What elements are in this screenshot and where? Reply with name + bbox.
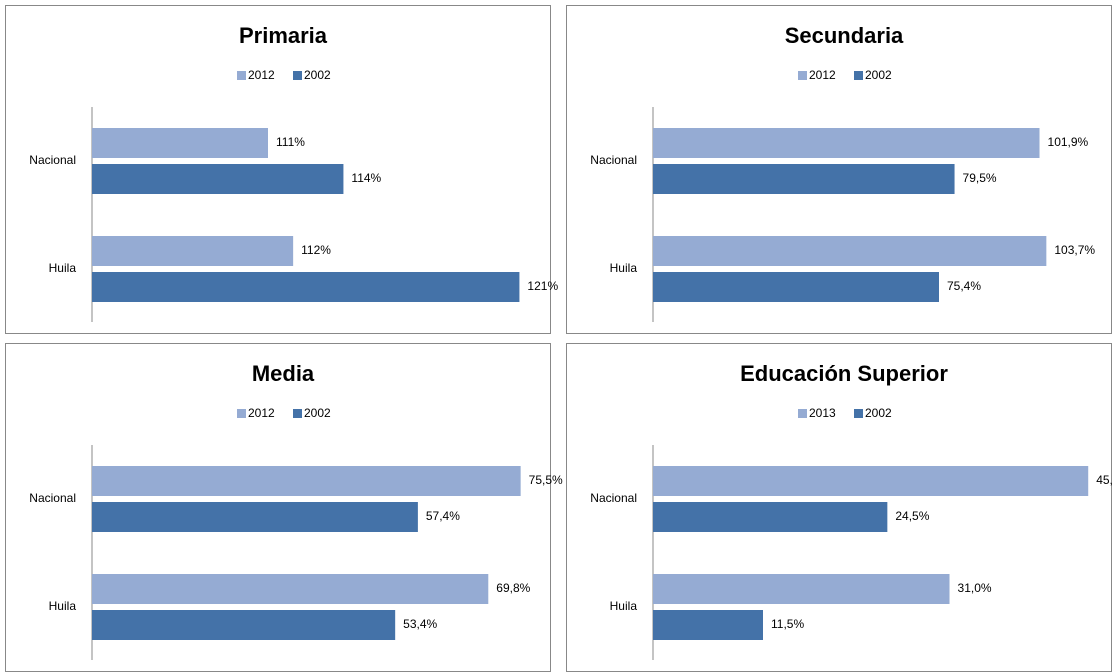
value-label: 45,5% (1096, 473, 1112, 487)
chart-title: Educación Superior (740, 361, 948, 386)
value-label: 79,5% (963, 171, 997, 185)
bar (653, 466, 1089, 496)
bar (653, 272, 939, 302)
bar (92, 236, 294, 266)
bar (653, 236, 1047, 266)
legend-label: 2013 (809, 406, 836, 420)
legend-label: 2012 (248, 68, 275, 82)
bar (92, 502, 418, 532)
value-label: 69,8% (496, 581, 530, 595)
bar (92, 574, 489, 604)
category-label: Huila (49, 261, 77, 275)
legend-swatch (798, 71, 807, 80)
legend-label: 2002 (304, 68, 331, 82)
bar (653, 164, 955, 194)
category-label: Huila (610, 599, 638, 613)
bar (653, 574, 950, 604)
bar (92, 164, 344, 194)
value-label: 75,5% (529, 473, 563, 487)
legend-swatch (237, 71, 246, 80)
bar (653, 502, 888, 532)
category-label: Nacional (590, 153, 637, 167)
legend-swatch (293, 71, 302, 80)
value-label: 121% (527, 279, 558, 293)
legend-label: 2002 (865, 406, 892, 420)
category-label: Huila (610, 261, 638, 275)
legend-swatch (854, 71, 863, 80)
value-label: 57,4% (426, 509, 460, 523)
value-label: 24,5% (895, 509, 929, 523)
chart-title: Secundaria (785, 23, 904, 48)
legend-swatch (237, 409, 246, 418)
category-label: Nacional (29, 491, 76, 505)
legend-label: 2002 (304, 406, 331, 420)
legend-label: 2012 (809, 68, 836, 82)
panel-border (5, 5, 551, 334)
value-label: 112% (301, 243, 331, 257)
legend-label: 2002 (865, 68, 892, 82)
bar (92, 272, 520, 302)
category-label: Nacional (29, 153, 76, 167)
category-label: Huila (49, 599, 77, 613)
value-label: 103,7% (1054, 243, 1095, 257)
value-label: 11,5% (771, 617, 804, 631)
value-label: 114% (351, 171, 381, 185)
bar (92, 610, 396, 640)
value-label: 111% (276, 135, 305, 149)
value-label: 75,4% (947, 279, 981, 293)
value-label: 53,4% (403, 617, 437, 631)
value-label: 31,0% (958, 581, 992, 595)
chart-title: Primaria (239, 23, 328, 48)
chart-title: Media (252, 361, 315, 386)
bar (653, 610, 763, 640)
legend-swatch (798, 409, 807, 418)
legend-label: 2012 (248, 406, 275, 420)
bar (92, 466, 521, 496)
legend-swatch (854, 409, 863, 418)
category-label: Nacional (590, 491, 637, 505)
bar (653, 128, 1040, 158)
bar (92, 128, 268, 158)
value-label: 101,9% (1048, 135, 1089, 149)
legend-swatch (293, 409, 302, 418)
